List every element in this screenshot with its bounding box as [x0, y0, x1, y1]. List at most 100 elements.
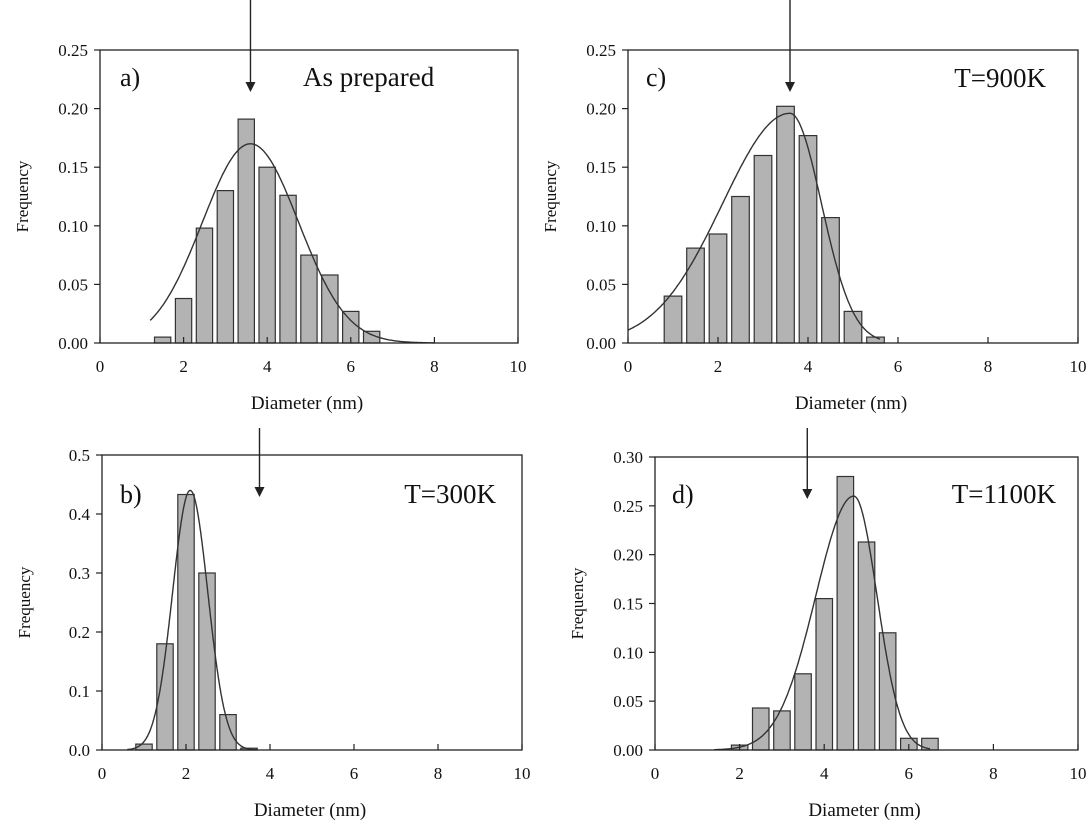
histogram-bar — [216, 190, 235, 344]
histogram-bar — [219, 713, 237, 751]
y-tick-label: 0.15 — [58, 158, 88, 177]
panel-annotation: As prepared — [303, 62, 435, 92]
y-tick-label: 0.20 — [58, 100, 88, 119]
x-tick-label: 8 — [430, 357, 439, 376]
panel-letter: b) — [120, 480, 142, 509]
chart-panel-c: 0 2 4 6 8 10 0.00 0.05 0.10 0.15 0.20 0.25 Diameter … — [541, 0, 1087, 414]
x-tick-label: 6 — [905, 764, 914, 783]
fit-curve — [149, 143, 435, 344]
y-tick-label: 0.25 — [58, 41, 88, 60]
histogram-bar — [279, 194, 297, 344]
histogram-bar — [663, 295, 683, 344]
arrow-head — [785, 82, 795, 92]
histogram-bar — [751, 707, 770, 751]
y-tick-label: 0.00 — [613, 741, 643, 760]
y-axis-label: Frequency — [13, 160, 32, 232]
x-tick-label: 4 — [266, 764, 275, 783]
x-tick-label: 6 — [347, 357, 356, 376]
y-tick-label: 0.25 — [586, 41, 616, 60]
histogram-bar — [836, 475, 855, 751]
histogram-bar — [857, 541, 876, 751]
chart-panel-b: 0 2 4 6 8 10 0.0 0.1 0.2 0.3 0.4 0.5 Diameter (nm) Fr… — [15, 428, 531, 821]
panel-letter: d) — [672, 480, 694, 509]
histogram-bar — [300, 254, 318, 344]
x-tick-label: 10 — [1070, 357, 1087, 376]
y-tick-label: 0.5 — [69, 446, 90, 465]
y-axis-label: Frequency — [15, 566, 34, 638]
histogram-bar — [174, 297, 193, 344]
y-tick-label: 0.2 — [69, 623, 90, 642]
chart-panel-a: 0 2 4 6 8 10 0.00 0.05 0.10 0.15 0.20 0.25 Diameter … — [13, 0, 527, 414]
x-axis-label: Diameter (nm) — [808, 800, 920, 821]
fit-curve — [714, 495, 931, 751]
histogram-bar — [815, 597, 834, 751]
x-tick-label: 6 — [350, 764, 359, 783]
histogram-bar — [321, 274, 339, 344]
panel-annotation: T=300K — [404, 479, 496, 509]
fit-curve — [627, 112, 881, 340]
y-tick-label: 0.05 — [613, 692, 643, 711]
panel-letter: a) — [120, 63, 140, 92]
histogram-bar — [843, 310, 863, 344]
y-axis-label: Frequency — [541, 160, 560, 232]
y-tick-label: 0.05 — [58, 275, 88, 294]
y-tick-label: 0.10 — [586, 217, 616, 236]
histogram-bar — [731, 195, 750, 344]
x-tick-label: 2 — [714, 357, 723, 376]
y-tick-label: 0.4 — [69, 505, 91, 524]
histogram-bar — [258, 166, 276, 344]
plot-frame — [99, 49, 519, 344]
x-tick-label: 10 — [510, 357, 527, 376]
plot-frame — [627, 49, 1079, 344]
y-tick-label: 0.20 — [586, 100, 616, 119]
panel-annotation: T=900K — [954, 63, 1046, 93]
x-tick-label: 4 — [804, 357, 813, 376]
panel-letter: c) — [646, 63, 666, 92]
arrow-head — [802, 489, 813, 499]
x-tick-label: 10 — [1070, 764, 1087, 783]
x-tick-label: 0 — [96, 357, 105, 376]
y-tick-label: 0.10 — [613, 643, 643, 662]
y-tick-label: 0.10 — [58, 217, 88, 236]
y-tick-label: 0.0 — [69, 741, 90, 760]
y-tick-label: 0.25 — [613, 497, 643, 516]
plot-frame — [101, 454, 523, 751]
histogram-bar — [753, 154, 773, 344]
x-axis-label: Diameter (nm) — [795, 393, 907, 414]
x-tick-label: 10 — [514, 764, 531, 783]
x-axis-label: Diameter (nm) — [254, 800, 366, 821]
arrow-head — [254, 487, 265, 497]
x-tick-label: 2 — [179, 357, 188, 376]
x-tick-label: 4 — [263, 357, 272, 376]
x-tick-label: 8 — [989, 764, 998, 783]
x-axis-label: Diameter (nm) — [251, 393, 363, 414]
histogram-bar — [153, 336, 172, 344]
histogram-bar — [237, 118, 256, 344]
histogram-bar — [686, 247, 705, 344]
y-tick-label: 0.3 — [69, 564, 90, 583]
x-tick-label: 0 — [624, 357, 633, 376]
x-tick-label: 4 — [820, 764, 829, 783]
histogram-bar — [794, 673, 812, 751]
chart-panel-d: 0 2 4 6 8 10 0.00 0.05 0.10 0.15 0.20 0.25 0.30 Diame… — [568, 428, 1087, 821]
y-tick-label: 0.15 — [586, 158, 616, 177]
x-tick-label: 8 — [434, 764, 443, 783]
y-tick-label: 0.00 — [58, 334, 88, 353]
y-tick-label: 0.05 — [586, 275, 616, 294]
y-tick-label: 0.30 — [613, 448, 643, 467]
arrow-head — [245, 82, 256, 92]
fit-curve — [127, 489, 258, 751]
x-tick-label: 6 — [894, 357, 903, 376]
y-tick-label: 0.20 — [613, 546, 643, 565]
y-tick-label: 0.00 — [586, 334, 616, 353]
x-tick-label: 2 — [735, 764, 744, 783]
histogram-bar — [773, 710, 791, 751]
x-tick-label: 0 — [98, 764, 107, 783]
histogram-bar — [798, 135, 818, 344]
x-tick-label: 0 — [651, 764, 660, 783]
x-tick-label: 8 — [984, 357, 993, 376]
histogram-bar — [195, 227, 214, 344]
y-tick-label: 0.15 — [613, 595, 643, 614]
y-tick-label: 0.1 — [69, 682, 90, 701]
